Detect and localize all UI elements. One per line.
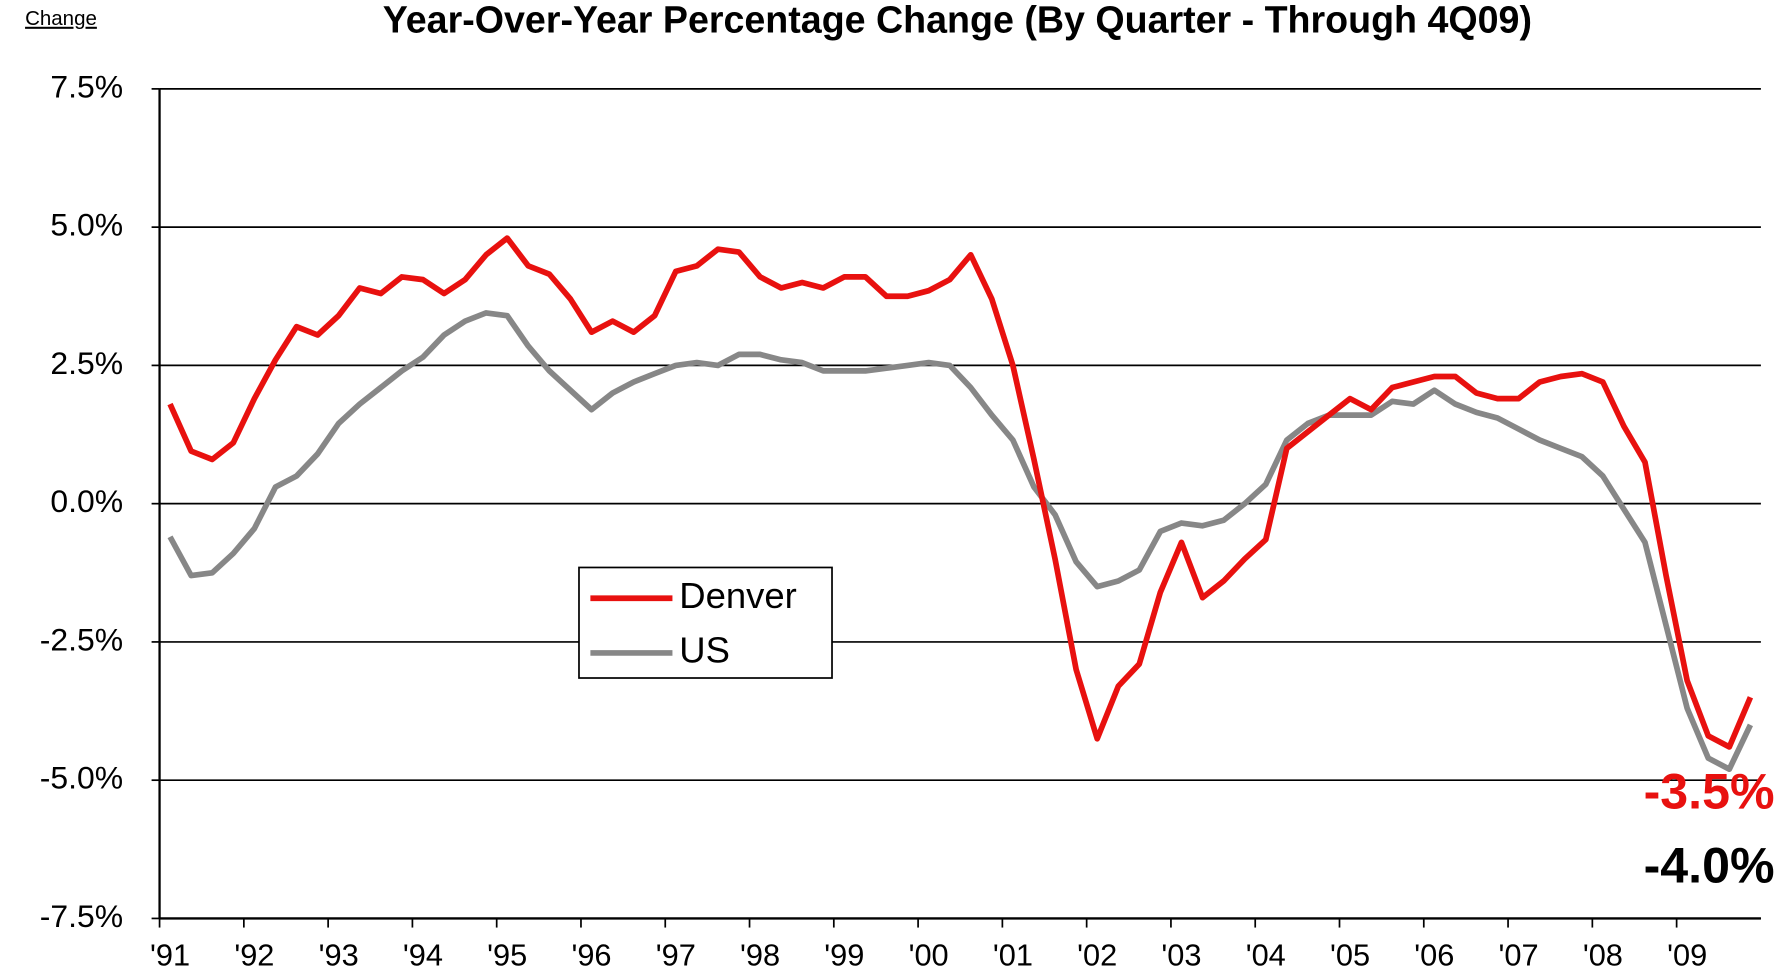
x-tick-label: '99: [824, 937, 864, 972]
y-tick-label: 0.0%: [50, 483, 123, 519]
line-series: [167, 310, 1753, 773]
x-tick-label: '92: [234, 937, 274, 972]
x-tick-label: '91: [150, 937, 190, 972]
x-tick-label: '02: [1077, 937, 1117, 972]
x-tick-label: '06: [1414, 937, 1454, 972]
y-tick-label: 7.5%: [50, 68, 123, 104]
x-tick-label: '09: [1667, 937, 1707, 972]
x-tick-label: '94: [403, 937, 443, 972]
y-tick-label: -7.5%: [40, 898, 123, 934]
x-tick-label: '03: [1161, 937, 1201, 972]
x-tick-label: '96: [571, 937, 611, 972]
x-tick-label: '97: [656, 937, 696, 972]
x-tick-label: '95: [487, 937, 527, 972]
y-tick-label: -2.5%: [40, 621, 123, 657]
x-tick-label: '93: [319, 937, 359, 972]
legend-label: Denver: [679, 575, 797, 616]
y-tick-label: 2.5%: [50, 345, 123, 381]
chart-title: Year-Over-Year Percentage Change (By Qua…: [383, 0, 1532, 41]
legend-box: [578, 566, 833, 679]
x-tick-label: '04: [1246, 937, 1286, 972]
y-tick-label: 5.0%: [50, 207, 123, 243]
y-tick-label: -5.0%: [40, 760, 123, 796]
line-series: [167, 235, 1754, 750]
x-tick-label: '05: [1330, 937, 1370, 972]
x-tick-label: '07: [1499, 937, 1539, 972]
x-tick-label: '01: [993, 937, 1033, 972]
annotation: -3.5%: [1644, 764, 1775, 820]
y-axis-label: Change: [25, 7, 97, 30]
x-tick-label: '98: [740, 937, 780, 972]
annotation: -4.0%: [1644, 838, 1775, 894]
legend-label: US: [679, 630, 730, 671]
x-tick-label: '08: [1583, 937, 1623, 972]
x-tick-label: '00: [909, 937, 949, 972]
